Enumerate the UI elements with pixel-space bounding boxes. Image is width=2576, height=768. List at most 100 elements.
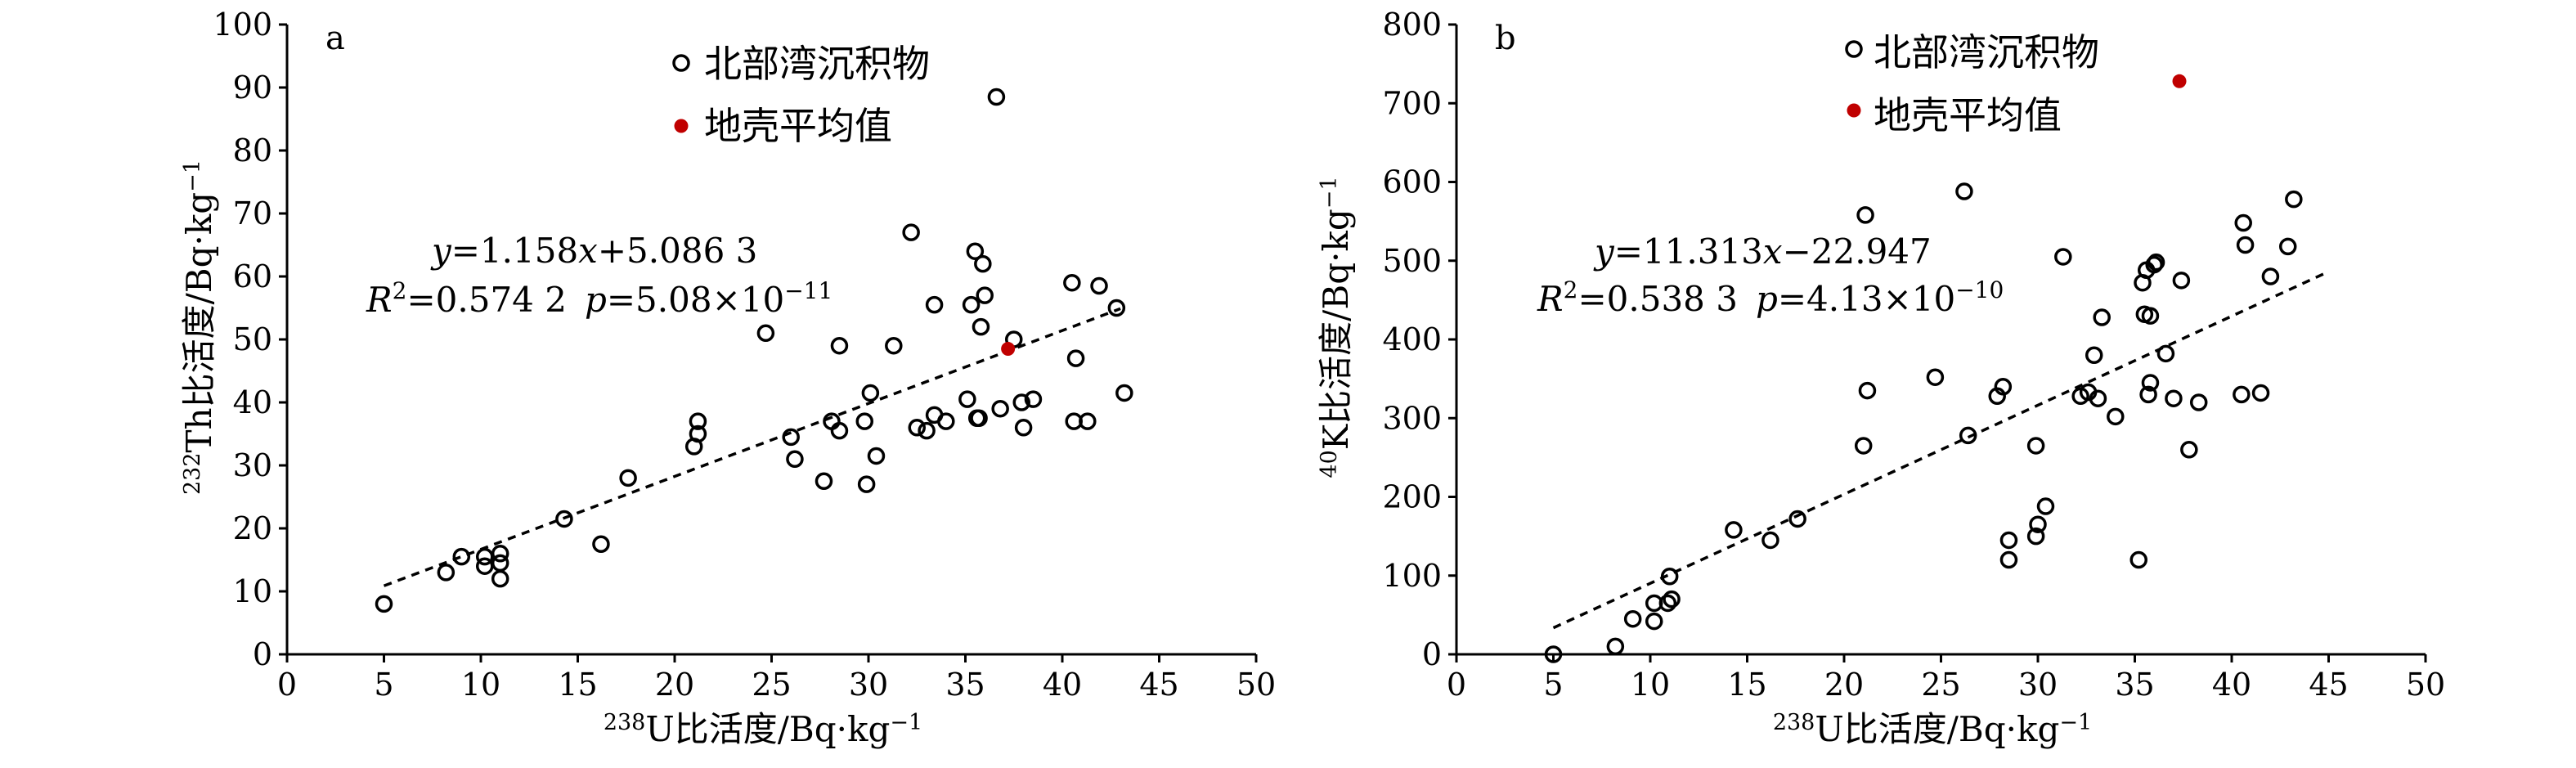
panel-b-x-tick-label: 15 [1727, 667, 1766, 703]
panel-b-trendline [1552, 270, 2330, 630]
panel-a-sediment-point [857, 475, 876, 493]
panel-b-sediment-point [2156, 344, 2175, 363]
panel-b-sediment-point [1623, 609, 1642, 628]
panel-a-x-tick-label: 45 [1139, 667, 1178, 703]
panel-b-sediment-point [2251, 384, 2270, 402]
panel-b-sediment-point [2089, 389, 2107, 407]
panel-a-sediment-point [786, 450, 804, 469]
panel-a-stat-r-sup: 2 [393, 277, 407, 304]
panel-a-eq-x: x [578, 231, 598, 271]
panel-b-y-tick-label: 300 [1382, 400, 1442, 436]
panel-a-sediment-point [1066, 349, 1085, 367]
panel-b-xlabel-sup2: −1 [2059, 710, 2092, 735]
panel-b-regression-stats: R2=0.538 3 p=4.13×10−10 [1537, 276, 2004, 319]
panel-a-y-axis-title: 232Th比活度/Bq·kg−1 [179, 159, 219, 495]
panel-b-ylabel-sup2: −1 [1317, 176, 1342, 209]
panel-a-stat-r: R [366, 280, 393, 320]
panel-b-stat-r-value: =0.538 3 [1577, 279, 1738, 319]
panel-a-sediment-point [1079, 412, 1097, 430]
panel-b-sediment-point [2054, 248, 2072, 266]
panel-b-sediment-point [2026, 437, 2045, 455]
panel-a-xlabel-sup: 238 [604, 710, 646, 735]
panel-a-legend-marker-open [672, 54, 690, 72]
panel-b-sediment-point [2236, 236, 2255, 254]
panel-b-sediment-point [2278, 237, 2297, 256]
panel-b-points [1544, 74, 2303, 663]
panel-b-x-axis-title: 238U比活度/Bq·kg−1 [1773, 709, 2092, 749]
panel-b-eq-y: y [1593, 231, 1615, 272]
panel-a-sediment-point [619, 469, 637, 487]
panel-a-regression-stats: R2=0.574 2 p=5.08×10−11 [366, 277, 832, 320]
panel-b-eq-x: x [1763, 231, 1783, 272]
panel-b-sediment-point [2141, 307, 2160, 325]
panel-a-eq-intercept: +5.086 3 [598, 231, 758, 271]
panel-a-sediment-point [830, 421, 849, 440]
panel-b-x-tick-label: 35 [2115, 667, 2154, 703]
panel-b-legend-label-sediment: 北部湾沉积物 [1874, 30, 2099, 74]
panel-a-sediment-point [815, 472, 833, 490]
panel-a-y-tick-label: 30 [233, 447, 272, 483]
panel-b-sediment-point [1994, 378, 2013, 396]
panel-b-sediment-point [1788, 510, 1806, 528]
panel-a-sediment-point [1063, 273, 1081, 292]
panel-b-sediment-point [1999, 550, 2018, 569]
panel-b-sediment-point [1955, 182, 1973, 200]
panel-b-eq-intercept: −22.947 [1783, 231, 1932, 272]
panel-a-sediment-point [918, 421, 936, 440]
panel-a-sediment-point [861, 384, 880, 402]
panel-b-sediment-point [2165, 389, 2183, 407]
panel-b-eq-slope: =11.313 [1614, 231, 1763, 272]
panel-a-x-tick-label: 10 [461, 667, 500, 703]
panel-a-ylabel-sup: 232 [180, 452, 205, 495]
panel-a-x-tick-label: 20 [655, 667, 694, 703]
panel-a-sediment-point [437, 564, 456, 582]
panel-b-sediment-point [2172, 272, 2191, 290]
panel-a-sediment-point [555, 510, 573, 528]
panel-a-sediment-point [782, 428, 800, 447]
panel-a-sediment-point [974, 254, 992, 273]
panel-b-x-tick-label: 50 [2406, 667, 2445, 703]
panel-a-y-tick-label: 10 [233, 573, 272, 609]
panel-b-y-tick-label: 800 [1382, 7, 1442, 43]
panel-b-ylabel-sup: 40 [1317, 450, 1342, 478]
panel-b-sediment-point [1854, 437, 1873, 455]
panel-a-stat-p-exp: −11 [784, 277, 832, 304]
panel-a-sediment-point [958, 390, 976, 408]
panel-a-x-tick-label: 30 [849, 667, 888, 703]
panel-a-sediment-point [867, 447, 886, 465]
panel-a-sediment-point [491, 554, 509, 573]
panel-a-sediment-point [962, 295, 981, 314]
panel-a-ylabel-text: Th比活度/Bq·kg [179, 192, 219, 453]
panel-b-sediment-point [2026, 527, 2045, 546]
panel-b-x-tick-label: 30 [2018, 667, 2058, 703]
panel-b-sediment-point [2139, 385, 2157, 404]
panel-a-y-tick-label: 40 [233, 384, 272, 420]
panel-b-sediment-point [1606, 637, 1625, 656]
panel-b-ylabel-text: K比活度/Bq·kg [1316, 209, 1356, 450]
panel-a-sediment-point [452, 547, 471, 566]
panel-a-sediment-point [987, 88, 1006, 106]
panel-a-xlabel-sup2: −1 [890, 710, 922, 735]
panel-b-sediment-point [2261, 267, 2280, 285]
panel-b-sediment-point [2029, 515, 2047, 533]
panel-a-y-tick-label: 0 [253, 636, 272, 672]
panel-a-sediment-point [689, 412, 707, 430]
panel-b-y-tick-label: 700 [1382, 85, 1442, 121]
panel-b-sediment-point [1660, 567, 1679, 586]
panel-a-legend-marker-filled [674, 119, 689, 133]
panel-b-sediment-point [1999, 531, 2018, 550]
panel-b-xlabel-sup: 238 [1773, 710, 1815, 735]
panel-a-x-tick-label: 40 [1043, 667, 1082, 703]
panel-a-points [375, 88, 1133, 613]
panel-b-sediment-point [2180, 441, 2198, 459]
panel-b-xlabel-text: U比活度/Bq·kg [1815, 709, 2059, 749]
panel-a-sediment-point [475, 547, 494, 566]
panel-b-sediment-point [1959, 426, 1977, 445]
panel-a-sediment-point [991, 399, 1009, 418]
panel-a-sediment-point [689, 424, 707, 443]
panel-a-label: a [325, 20, 345, 57]
panel-b-y-tick-label: 500 [1382, 243, 1442, 279]
panel-a-sediment-point [1115, 384, 1133, 402]
panel-b-y-tick-label: 0 [1422, 636, 1442, 672]
